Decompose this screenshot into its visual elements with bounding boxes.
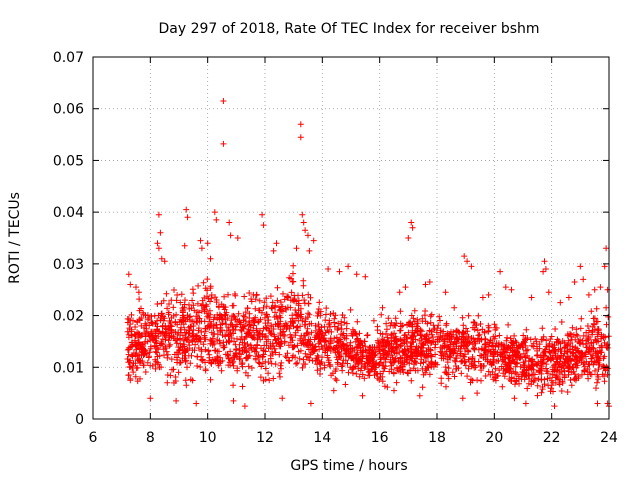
roti-scatter-markers: [124, 98, 612, 410]
y-tick-label: 0.05: [53, 153, 84, 169]
y-tick-label: 0.04: [53, 205, 84, 221]
y-tick-label: 0: [75, 412, 84, 428]
y-tick-label: 0.03: [53, 257, 84, 273]
chart-title: Day 297 of 2018, Rate Of TEC Index for r…: [158, 21, 539, 37]
y-axis-title: ROTI / TECUs: [7, 192, 23, 284]
axis-ticks: 6 8 10 12 14 16 18 20 22 24 0 0.01 0.02 0.03 0.04 0.05 0…: [53, 50, 618, 446]
x-tick-label: 12: [256, 430, 274, 446]
grid-lines: [93, 57, 609, 419]
y-tick-label: 0.06: [53, 102, 84, 118]
x-tick-label: 20: [485, 430, 503, 446]
x-tick-label: 16: [371, 430, 389, 446]
y-tick-label: 0.07: [53, 50, 84, 66]
x-tick-label: 18: [428, 430, 446, 446]
x-tick-label: 6: [89, 430, 98, 446]
x-axis-title: GPS time / hours: [290, 458, 407, 474]
y-tick-label: 0.02: [53, 309, 84, 325]
x-tick-label: 14: [313, 430, 331, 446]
plot-border: [92, 56, 610, 420]
data-points: [124, 98, 612, 410]
y-tick-label: 0.01: [53, 360, 84, 376]
x-tick-label: 8: [146, 430, 155, 446]
x-tick-label: 10: [199, 430, 217, 446]
x-tick-label: 22: [543, 430, 561, 446]
x-tick-label: 24: [600, 430, 618, 446]
